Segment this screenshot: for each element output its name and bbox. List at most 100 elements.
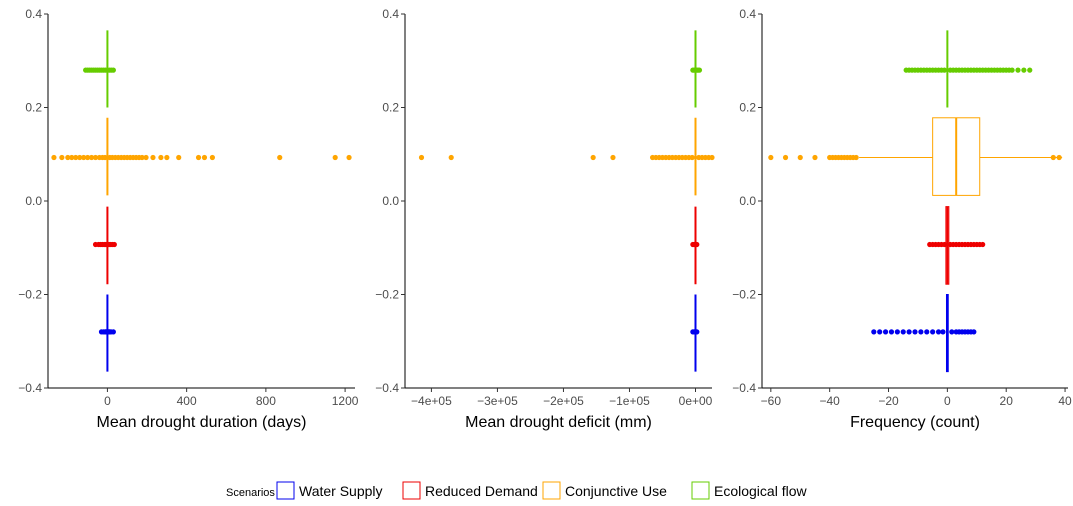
y-tick-label: 0.2 [382, 101, 399, 115]
outlier-point [448, 154, 454, 161]
outlier-point [209, 154, 215, 161]
outlier-point [980, 241, 986, 248]
outlier-point [85, 154, 91, 161]
outlier-point [201, 154, 208, 161]
outlier-point [900, 329, 906, 335]
y-tick-label: 0.2 [739, 101, 756, 115]
outlier-point [92, 154, 99, 161]
legend-label: Water Supply [299, 483, 383, 499]
outlier-point [143, 154, 149, 161]
outlier-point [894, 329, 900, 335]
panel-1: −0.4 −0.2 0.0 0.2 0.4 0 400 800 1200 Mean drought… [18, 7, 358, 431]
y-tick-label: −0.2 [375, 288, 399, 302]
x-tick-label: −40 [819, 394, 840, 408]
outlier-point [139, 154, 145, 161]
outlier-point [935, 329, 942, 335]
outlier-point [709, 154, 715, 161]
series-water-supply [690, 294, 700, 372]
outlier-point [1015, 67, 1021, 73]
outlier-point [590, 154, 596, 161]
legend-key [691, 481, 710, 500]
outlier-point [51, 154, 57, 161]
legend-key [276, 481, 295, 500]
outlier-point [111, 241, 117, 248]
series-ecological-flow [903, 30, 1033, 108]
outlier-point [768, 154, 774, 161]
outlier-point [888, 329, 895, 335]
series-reduced-demand [92, 206, 117, 285]
outlier-point [696, 67, 703, 73]
y-tick-label: 0.2 [25, 101, 42, 115]
series-reduced-demand [927, 206, 986, 285]
y-tick-label: 0.4 [382, 7, 399, 21]
outlier-point [971, 329, 977, 335]
x-axis-title: Mean drought deficit (mm) [465, 414, 652, 431]
x-tick-label: 0 [104, 394, 111, 408]
x-tick-label: −4e+05 [411, 394, 452, 408]
legend-item-water-supply: Water Supply [276, 481, 383, 500]
x-tick-label: 40 [1058, 394, 1072, 408]
x-tick-label: −2e+05 [543, 394, 584, 408]
outlier-point [924, 329, 930, 335]
x-tick-label: 0e+00 [679, 394, 713, 408]
legend-key [542, 481, 561, 500]
series-conjunctive-use [51, 117, 352, 196]
outlier-point [918, 329, 924, 335]
x-tick-label: 400 [177, 394, 197, 408]
outlier-point [150, 154, 156, 161]
outlier-point [906, 329, 912, 335]
outlier-point [59, 154, 65, 161]
outlier-point [912, 329, 918, 335]
legend-label: Conjunctive Use [565, 483, 667, 499]
y-tick-label: −0.2 [18, 288, 42, 302]
outlier-point [88, 154, 95, 161]
outlier-point [797, 154, 803, 161]
legend: Scenarios Water Supply Reduced Demand Conj… [226, 481, 807, 500]
x-tick-label: −3e+05 [477, 394, 518, 408]
outlier-point [102, 154, 108, 161]
outlier-point [332, 154, 338, 161]
x-tick-label: 800 [256, 394, 276, 408]
legend-item-ecological-flow: Ecological flow [691, 481, 807, 500]
outlier-point [930, 329, 936, 335]
outlier-point [176, 154, 182, 161]
x-tick-label: −60 [761, 394, 782, 408]
x-tick-label: −1e+05 [609, 394, 650, 408]
x-axis-title: Mean drought duration (days) [97, 414, 307, 431]
panel-2: −0.4 −0.2 0.0 0.2 0.4 −4e+05 −3e+05 −2e+05 −1e+0… [375, 7, 715, 431]
legend-item-reduced-demand: Reduced Demand [402, 481, 538, 500]
series-conjunctive-use [768, 117, 1063, 196]
y-tick-label: −0.4 [375, 381, 399, 395]
y-tick-label: 0.0 [739, 194, 756, 208]
x-tick-label: −20 [878, 394, 899, 408]
y-tick-label: 0.0 [25, 194, 42, 208]
series-ecological-flow [83, 30, 116, 108]
outlier-point [1021, 67, 1027, 73]
legend-title: Scenarios [226, 487, 275, 499]
outlier-point [941, 67, 948, 73]
outlier-point [346, 154, 352, 161]
y-tick-label: 0.0 [382, 194, 399, 208]
legend-item-conjunctive-use: Conjunctive Use [542, 481, 667, 500]
x-tick-label: 20 [1000, 394, 1014, 408]
outlier-point [418, 154, 425, 161]
series-conjunctive-use [418, 117, 715, 196]
outlier-point [949, 329, 955, 335]
series-water-supply [98, 294, 116, 372]
series-ecological-flow [690, 30, 703, 108]
outlier-point [164, 154, 170, 161]
x-tick-label: 0 [944, 394, 951, 408]
outlier-point [1027, 67, 1033, 73]
y-tick-label: 0.4 [739, 7, 756, 21]
outlier-point [110, 329, 116, 335]
x-axis-title: Frequency (count) [850, 414, 980, 431]
y-tick-label: −0.2 [732, 288, 756, 302]
outlier-point [877, 329, 883, 335]
series-reduced-demand [690, 206, 700, 285]
outlier-point [940, 329, 946, 335]
outlier-point [81, 154, 87, 161]
outlier-point [110, 67, 116, 73]
outlier-point [65, 154, 71, 161]
legend-key [402, 481, 421, 500]
